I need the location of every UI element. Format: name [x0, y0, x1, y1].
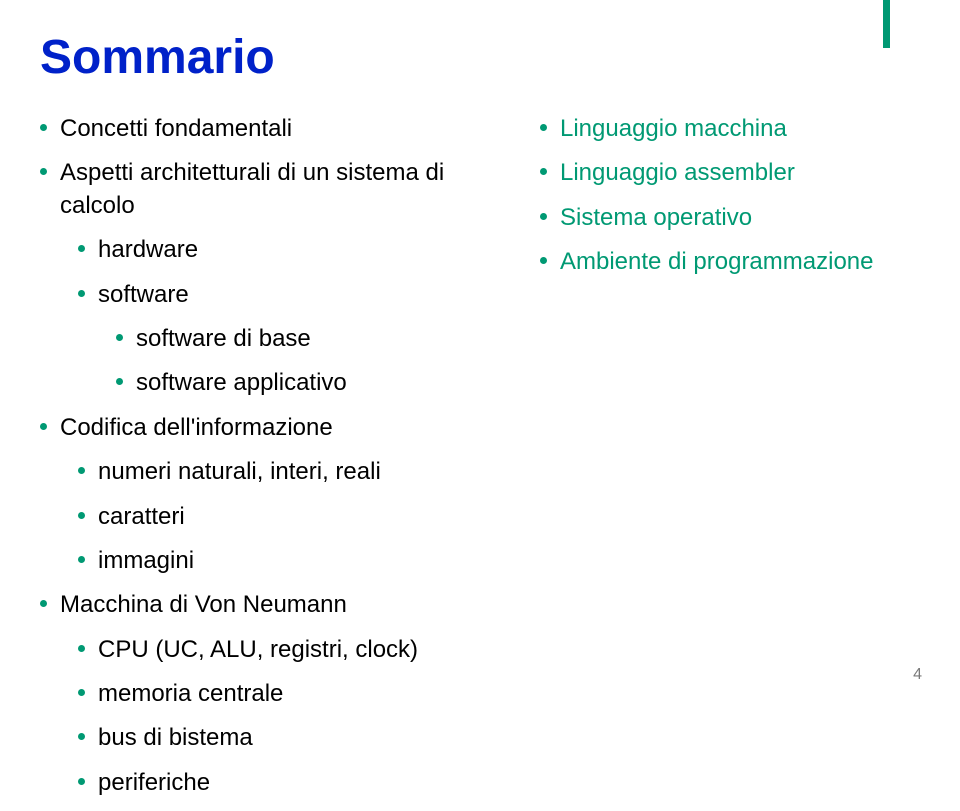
bullet-icon [540, 213, 547, 220]
list-item: software [40, 279, 500, 311]
list-item: hardware [40, 234, 500, 266]
list-item: Codifica dell'informazione [40, 412, 500, 444]
slide: Sommario Concetti fondamentali Aspetti ar… [0, 0, 960, 702]
bullet-icon [116, 378, 123, 385]
bullet-icon [40, 124, 47, 131]
corner-decoration [883, 0, 890, 48]
list-item-label: software di base [136, 323, 311, 355]
list-item-label: Macchina di Von Neumann [60, 589, 347, 621]
list-item-label: Linguaggio macchina [560, 113, 787, 145]
bullet-icon [78, 512, 85, 519]
list-item: software di base [40, 323, 500, 355]
right-column: Linguaggio macchina Linguaggio assembler S… [540, 113, 920, 811]
list-item-label: memoria centrale [98, 678, 283, 710]
bullet-icon [540, 257, 547, 264]
list-item-label: software [98, 279, 189, 311]
list-item-label: software applicativo [136, 367, 347, 399]
bullet-icon [78, 290, 85, 297]
list-item: Macchina di Von Neumann [40, 589, 500, 621]
list-item: Linguaggio assembler [540, 157, 920, 189]
bullet-icon [40, 168, 47, 175]
list-item-label: Aspetti architetturali di un sistema di … [60, 157, 500, 222]
slide-title: Sommario [40, 30, 920, 85]
list-item: Concetti fondamentali [40, 113, 500, 145]
list-item: memoria centrale [40, 678, 500, 710]
list-item-label: Codifica dell'informazione [60, 412, 333, 444]
bullet-icon [78, 645, 85, 652]
list-item: software applicativo [40, 367, 500, 399]
list-item-label: numeri naturali, interi, reali [98, 456, 381, 488]
bullet-icon [40, 423, 47, 430]
list-item-label: Concetti fondamentali [60, 113, 292, 145]
bullet-icon [78, 733, 85, 740]
list-item: periferiche [40, 767, 500, 799]
list-item-label: immagini [98, 545, 194, 577]
bullet-icon [78, 556, 85, 563]
list-item-label: bus di bistema [98, 722, 253, 754]
left-column: Concetti fondamentali Aspetti architettur… [40, 113, 500, 811]
list-item-label: Linguaggio assembler [560, 157, 795, 189]
list-item-label: CPU (UC, ALU, registri, clock) [98, 634, 418, 666]
list-item-label: hardware [98, 234, 198, 266]
list-item: Sistema operativo [540, 202, 920, 234]
bullet-icon [78, 467, 85, 474]
list-item: Ambiente di programmazione [540, 246, 920, 278]
bullet-icon [78, 778, 85, 785]
list-item: caratteri [40, 501, 500, 533]
list-item: numeri naturali, interi, reali [40, 456, 500, 488]
bullet-icon [540, 124, 547, 131]
list-item: bus di bistema [40, 722, 500, 754]
bullet-icon [116, 334, 123, 341]
list-item-label: Sistema operativo [560, 202, 752, 234]
list-item: immagini [40, 545, 500, 577]
page-number: 4 [913, 666, 922, 684]
list-item-label: Ambiente di programmazione [560, 246, 874, 278]
list-item-label: periferiche [98, 767, 210, 799]
list-item: Linguaggio macchina [540, 113, 920, 145]
bullet-icon [78, 689, 85, 696]
bullet-icon [78, 245, 85, 252]
list-item-label: caratteri [98, 501, 185, 533]
content-columns: Concetti fondamentali Aspetti architettur… [40, 113, 920, 811]
bullet-icon [540, 168, 547, 175]
bullet-icon [40, 600, 47, 607]
list-item: Aspetti architetturali di un sistema di … [40, 157, 500, 222]
list-item: CPU (UC, ALU, registri, clock) [40, 634, 500, 666]
